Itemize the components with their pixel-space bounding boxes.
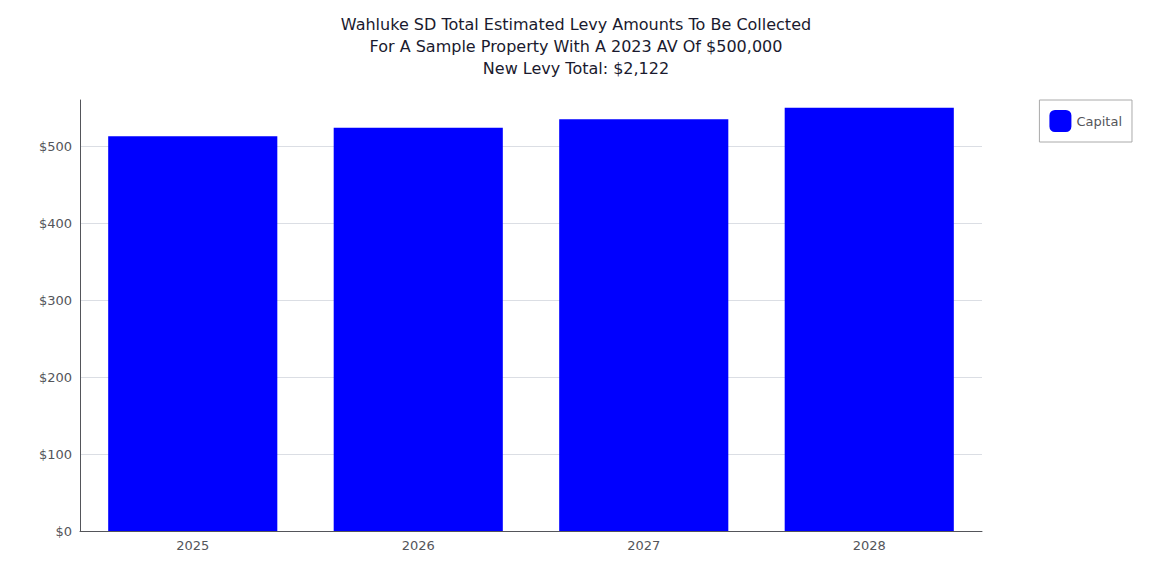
svg-text:2025: 2025 [176,538,209,553]
svg-text:$400: $400 [39,216,72,231]
svg-text:$500: $500 [39,139,72,154]
svg-text:Capital: Capital [1076,114,1122,129]
svg-text:Wahluke SD Total Estimated Lev: Wahluke SD Total Estimated Levy Amounts … [341,15,811,34]
svg-text:2026: 2026 [402,538,435,553]
svg-text:$100: $100 [39,447,72,462]
svg-text:$300: $300 [39,293,72,308]
svg-text:$0: $0 [55,524,72,539]
svg-text:For A Sample Property With A 2: For A Sample Property With A 2023 AV Of … [370,37,783,56]
svg-text:2028: 2028 [853,538,886,553]
svg-text:$200: $200 [39,370,72,385]
svg-text:New Levy Total: $2,122: New Levy Total: $2,122 [483,59,669,78]
svg-text:2027: 2027 [627,538,660,553]
